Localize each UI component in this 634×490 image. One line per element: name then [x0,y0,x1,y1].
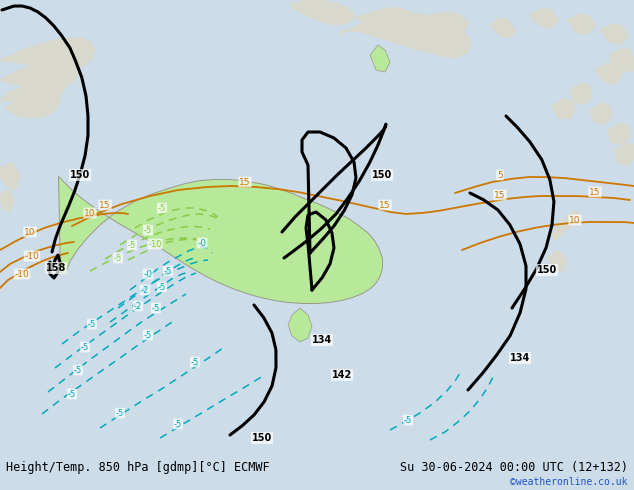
Text: 150: 150 [372,170,392,180]
Text: 150: 150 [537,265,557,275]
Text: -5: -5 [191,358,199,367]
Text: -5: -5 [144,330,152,340]
Text: 5: 5 [497,171,503,179]
Text: -5: -5 [116,409,124,417]
Text: 142: 142 [332,370,352,380]
Text: -5: -5 [174,419,182,428]
Text: -10: -10 [25,251,39,261]
Text: 15: 15 [379,200,391,210]
Polygon shape [288,308,312,342]
Polygon shape [0,38,95,72]
Polygon shape [415,12,468,35]
Polygon shape [590,103,612,124]
Text: 10: 10 [24,227,36,237]
Polygon shape [0,60,80,92]
Polygon shape [570,83,592,104]
Polygon shape [355,8,415,32]
Text: 134: 134 [510,353,530,363]
Text: -0: -0 [198,239,207,247]
Polygon shape [615,143,634,165]
Polygon shape [0,162,20,190]
Text: -10: -10 [15,270,29,278]
Text: 150: 150 [252,433,272,443]
Text: 158: 158 [46,263,66,273]
Polygon shape [5,93,60,118]
Polygon shape [600,24,628,44]
Polygon shape [340,14,470,58]
Text: 10: 10 [569,216,581,224]
Polygon shape [490,18,515,38]
Polygon shape [547,250,566,272]
Text: -5: -5 [68,390,76,398]
Polygon shape [608,123,630,144]
Text: -5: -5 [404,416,412,424]
Text: 15: 15 [589,188,601,196]
Text: 10: 10 [84,209,96,218]
Text: -5: -5 [164,267,172,275]
Text: -5: -5 [114,253,122,263]
Polygon shape [290,0,355,25]
Text: -2: -2 [141,286,149,294]
Text: -5: -5 [158,283,166,292]
Text: ©weatheronline.co.uk: ©weatheronline.co.uk [510,477,628,487]
Polygon shape [370,45,390,72]
Text: 150: 150 [70,170,90,180]
Polygon shape [552,98,575,119]
Text: -10: -10 [148,240,162,248]
Polygon shape [530,8,558,28]
Polygon shape [0,190,14,212]
Text: 15: 15 [100,200,111,210]
Text: -5: -5 [144,225,152,235]
Text: -2: -2 [134,301,142,311]
Text: -5: -5 [152,303,160,313]
Text: 134: 134 [312,335,332,345]
Text: -5: -5 [81,343,89,351]
Text: Height/Temp. 850 hPa [gdmp][°C] ECMWF: Height/Temp. 850 hPa [gdmp][°C] ECMWF [6,461,270,473]
Polygon shape [568,14,595,34]
Text: 15: 15 [495,191,506,199]
Polygon shape [610,48,634,72]
Text: -5: -5 [158,203,166,213]
Polygon shape [552,210,580,240]
Text: 15: 15 [239,177,251,187]
Text: -5: -5 [88,319,96,328]
Text: Su 30-06-2024 00:00 UTC (12+132): Su 30-06-2024 00:00 UTC (12+132) [399,461,628,473]
Text: -5: -5 [128,241,136,249]
Polygon shape [0,82,65,105]
Polygon shape [595,63,622,84]
Text: -0: -0 [143,270,153,278]
Text: -5: -5 [74,366,82,374]
